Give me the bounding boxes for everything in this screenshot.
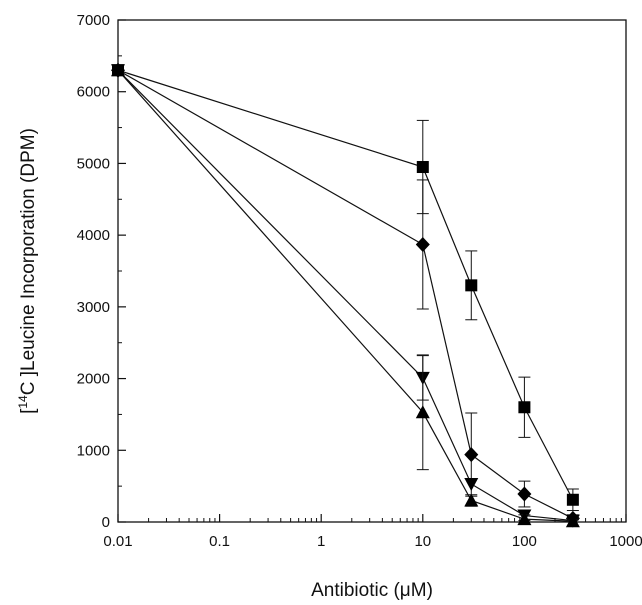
diamond-marker xyxy=(415,236,430,252)
triangle-up-marker xyxy=(415,405,430,419)
triangle-up-marker xyxy=(517,512,532,526)
square-marker xyxy=(566,493,579,506)
series-triangle-up xyxy=(111,63,580,528)
series-diamond xyxy=(111,62,580,526)
series-triangle-down xyxy=(111,64,580,528)
y-axis-title-post: C ]Leucine Incorporation (DPM) xyxy=(18,128,39,395)
y-axis-title-pre: [ xyxy=(18,408,39,414)
y-tick-label: 7000 xyxy=(77,12,110,29)
square-marker xyxy=(465,279,478,292)
series-line xyxy=(117,69,574,501)
x-tick-label: 0.01 xyxy=(103,533,132,550)
y-tick-label: 1000 xyxy=(77,442,110,459)
x-tick-label: 1 xyxy=(317,533,325,550)
triangle-up-marker xyxy=(464,493,479,507)
x-tick-label: 0.1 xyxy=(209,533,230,550)
diamond-marker xyxy=(464,447,479,463)
x-axis-title: Antibiotic (μM) xyxy=(311,580,433,601)
x-tick-label: 10 xyxy=(414,533,431,550)
x-axis-ticks: 0.01 0.1 1 10 100 1000 xyxy=(103,514,642,550)
y-axis-title: [14C ]Leucine Incorporation (DPM) xyxy=(16,128,39,414)
y-tick-label: 2000 xyxy=(77,371,110,388)
square-marker xyxy=(518,401,531,414)
series-line xyxy=(117,69,574,519)
y-tick-label: 6000 xyxy=(77,84,110,101)
y-tick-label: 4000 xyxy=(77,227,110,244)
y-axis-ticks: 0 1000 2000 3000 4000 5000 6000 7000 xyxy=(77,12,126,531)
series-line xyxy=(117,69,573,522)
x-tick-label: 1000 xyxy=(609,533,642,550)
y-tick-label: 0 xyxy=(102,514,110,531)
x-tick-label: 100 xyxy=(512,533,537,550)
plot-frame xyxy=(117,19,627,523)
diamond-marker xyxy=(517,486,532,502)
series-square xyxy=(112,64,579,512)
triangle-up-marker xyxy=(565,514,580,528)
y-tick-label: 5000 xyxy=(77,155,110,172)
series-layer xyxy=(111,62,580,528)
series-line xyxy=(117,69,573,522)
square-marker xyxy=(416,161,429,174)
triangle-up-marker xyxy=(111,63,125,77)
y-tick-label: 3000 xyxy=(77,299,110,316)
triangle-down-marker xyxy=(464,477,479,491)
y-axis-title-superscript: 14 xyxy=(16,395,30,409)
